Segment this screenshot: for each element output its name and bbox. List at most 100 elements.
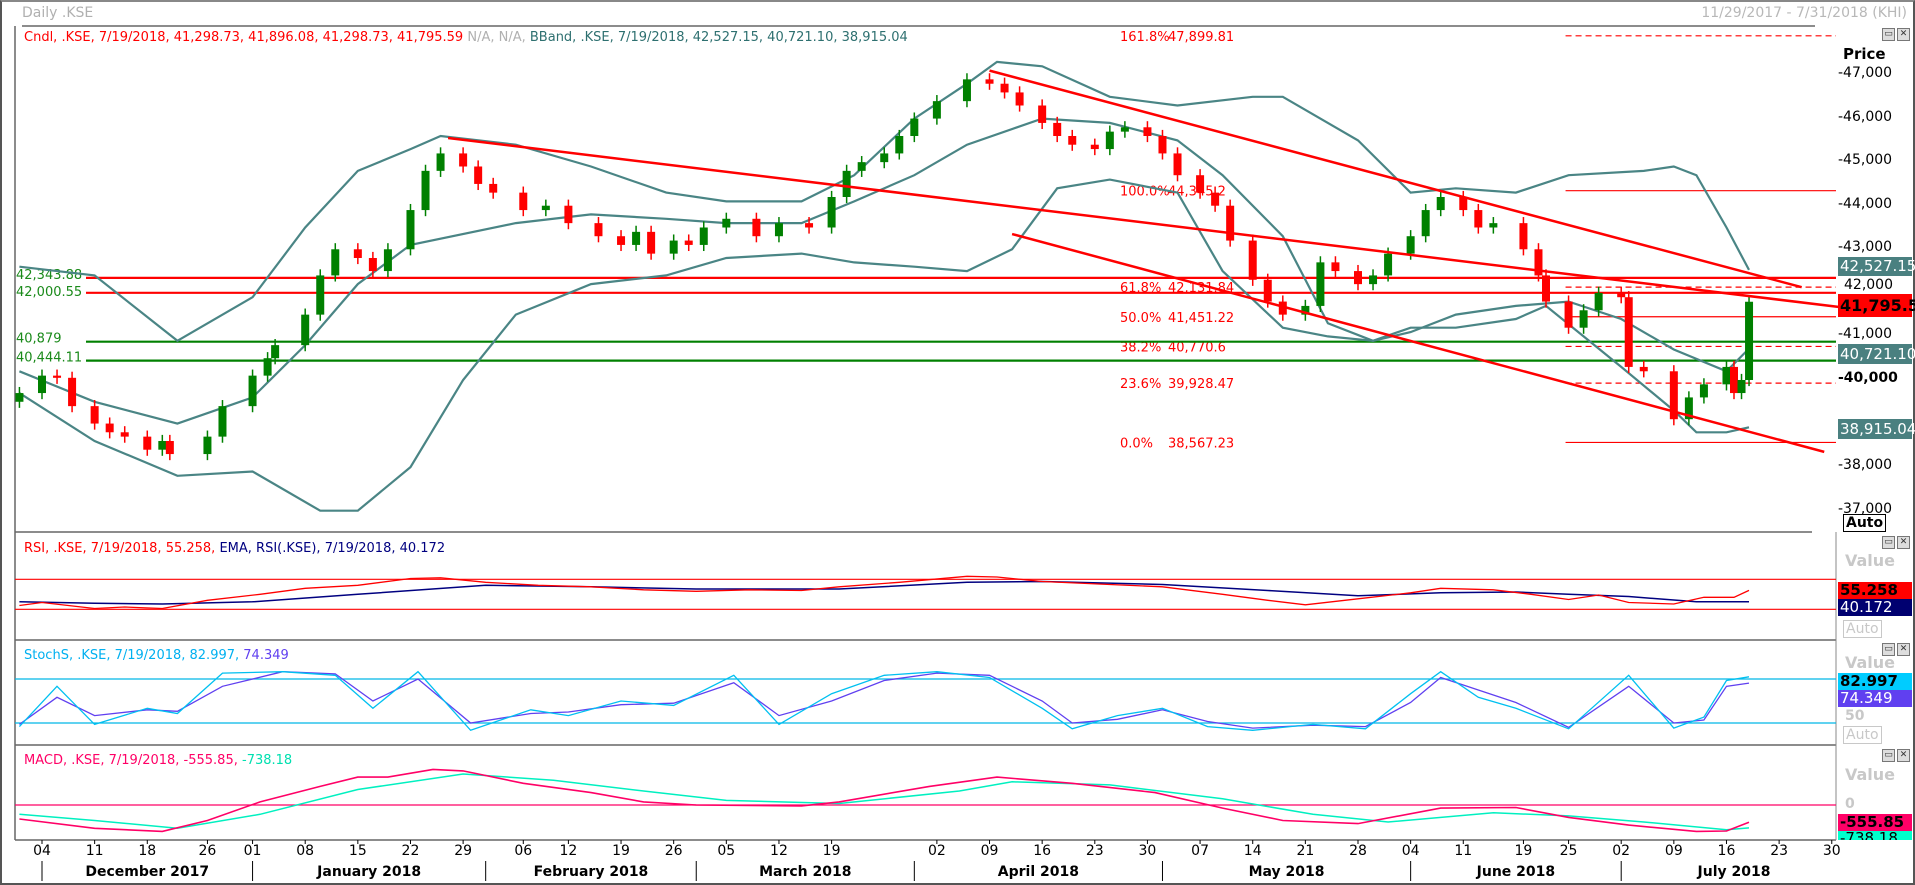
- candle-down: [985, 79, 994, 84]
- rsi-auto-button[interactable]: Auto: [1843, 620, 1882, 638]
- candle-up: [827, 196, 836, 228]
- candle-up: [1105, 131, 1114, 150]
- date-tick-label: 23: [1085, 843, 1104, 859]
- close-icon[interactable]: ✕: [1897, 536, 1910, 549]
- date-tick-label: 16: [1033, 843, 1052, 859]
- price-legend: Cndl, .KSE, 7/19/2018, 41,298.73, 41,896…: [24, 30, 908, 45]
- close-icon[interactable]: ✕: [1897, 643, 1910, 656]
- stoch-d-legend-text: 74.349: [243, 648, 289, 663]
- bb-upper-box: 42,527.15: [1838, 257, 1915, 276]
- candle-down: [1519, 223, 1528, 250]
- candle-down: [1196, 175, 1205, 193]
- price-tick-label: -47,000: [1838, 65, 1893, 81]
- stoch-value-label: Value: [1845, 653, 1896, 672]
- candle-down: [474, 166, 483, 184]
- stoch-d-value-box: 74.349: [1838, 690, 1912, 707]
- candle-down: [53, 375, 62, 378]
- chart-title: Daily .KSE: [22, 5, 94, 21]
- price-auto-button[interactable]: Auto: [1843, 514, 1887, 532]
- date-tick-label: 30: [1822, 843, 1841, 859]
- date-tick-label: 26: [198, 843, 217, 859]
- price-axis-title: Price: [1843, 45, 1886, 63]
- candle-down: [90, 406, 99, 424]
- candle-down: [368, 257, 377, 272]
- fib-level-value: 41,451.22: [1168, 311, 1234, 326]
- candle-down: [519, 192, 528, 211]
- candle-down: [1226, 205, 1235, 241]
- stoch-k-line: [18, 670, 1750, 732]
- date-tick-label: 26: [664, 843, 683, 859]
- month-label: April 2018: [997, 864, 1079, 880]
- candle-up: [1436, 196, 1445, 211]
- date-tick-label: 04: [33, 843, 51, 859]
- date-tick-label: 25: [1559, 843, 1578, 859]
- minimize-icon[interactable]: ▭: [1882, 28, 1895, 41]
- macd-legend: MACD, .KSE, 7/19/2018, -555.85, -738.18: [24, 753, 292, 768]
- stoch-legend: StochS, .KSE, 7/19/2018, 82.997, 74.349: [24, 648, 289, 663]
- fib-level-value: 39,928.47: [1168, 377, 1234, 392]
- candle-down: [1459, 196, 1468, 211]
- candle-down: [1143, 127, 1152, 136]
- candle-up: [158, 440, 167, 450]
- month-label: January 2018: [317, 864, 422, 880]
- candle-down: [120, 432, 129, 437]
- candle-down: [1053, 122, 1062, 136]
- candle-down: [1068, 135, 1077, 145]
- month-label: December 2017: [85, 864, 210, 880]
- trendline: [989, 69, 1803, 289]
- macd-value-box: -555.85: [1838, 814, 1912, 831]
- candle-up: [38, 375, 46, 394]
- month-label: February 2018: [533, 864, 649, 880]
- candle-down: [805, 223, 814, 228]
- date-tick-label: 12: [559, 843, 578, 859]
- signal-legend-text: -738.18: [242, 753, 293, 768]
- rsi-ema-line: [19, 580, 1750, 605]
- last-price-box: 41,795.59: [1838, 294, 1915, 317]
- candle-down: [1015, 92, 1024, 106]
- date-range: 11/29/2017 - 7/31/2018 (KHI): [1701, 5, 1907, 21]
- close-icon[interactable]: ✕: [1897, 749, 1910, 762]
- date-tick-label: 02: [927, 843, 946, 859]
- candle-up: [203, 436, 212, 455]
- candle-legend: Cndl, .KSE, 7/19/2018, 41,298.73, 41,896…: [24, 30, 464, 45]
- macd-legend-text: MACD, .KSE, 7/19/2018, -555.85,: [24, 753, 238, 768]
- date-tick-label: 23: [1770, 843, 1789, 859]
- date-tick-label: 28: [1349, 843, 1367, 859]
- minimize-icon[interactable]: ▭: [1882, 749, 1895, 762]
- rsi-ema-legend-text: EMA, RSI(.KSE), 7/19/2018, 40.172: [219, 541, 446, 556]
- stoch-auto-button[interactable]: Auto: [1843, 726, 1882, 744]
- candle-up: [1745, 301, 1754, 380]
- candle-down: [1617, 292, 1626, 298]
- candle-up: [1737, 379, 1746, 394]
- na-legend: N/A, N/A,: [467, 30, 526, 45]
- fib-level-label: 161.8%: [1120, 30, 1170, 45]
- trendline: [1011, 232, 1825, 454]
- minimize-icon[interactable]: ▭: [1882, 643, 1895, 656]
- rsi-panel-controls: ▭ ✕: [1882, 536, 1910, 549]
- stoch-d-line: [19, 671, 1750, 729]
- minimize-icon[interactable]: ▭: [1882, 536, 1895, 549]
- date-tick-label: 18: [138, 843, 157, 859]
- candle-up: [421, 170, 430, 211]
- fib-level-label: 23.6%: [1120, 377, 1161, 392]
- candle-down: [1331, 262, 1340, 272]
- date-tick-label: 01: [243, 843, 262, 859]
- macd-value-label: Value: [1845, 765, 1896, 784]
- fib-level-label: 0.0%: [1120, 436, 1153, 451]
- candle-up: [699, 227, 708, 245]
- date-tick-label: 29: [454, 843, 473, 859]
- date-tick-label: 19: [1514, 843, 1533, 859]
- candle-up: [1699, 384, 1708, 398]
- candle-up: [895, 135, 904, 154]
- stoch-k-legend-text: StochS, .KSE, 7/19/2018, 82.997,: [24, 648, 240, 663]
- candle-up: [1489, 223, 1498, 228]
- date-tick-label: 11: [1454, 843, 1473, 859]
- close-icon[interactable]: ✕: [1897, 28, 1910, 41]
- date-tick-label: 12: [770, 843, 788, 859]
- candle-down: [1564, 301, 1573, 328]
- candle-up: [301, 314, 310, 346]
- candle-up: [857, 162, 866, 171]
- date-tick-label: 08: [296, 843, 315, 859]
